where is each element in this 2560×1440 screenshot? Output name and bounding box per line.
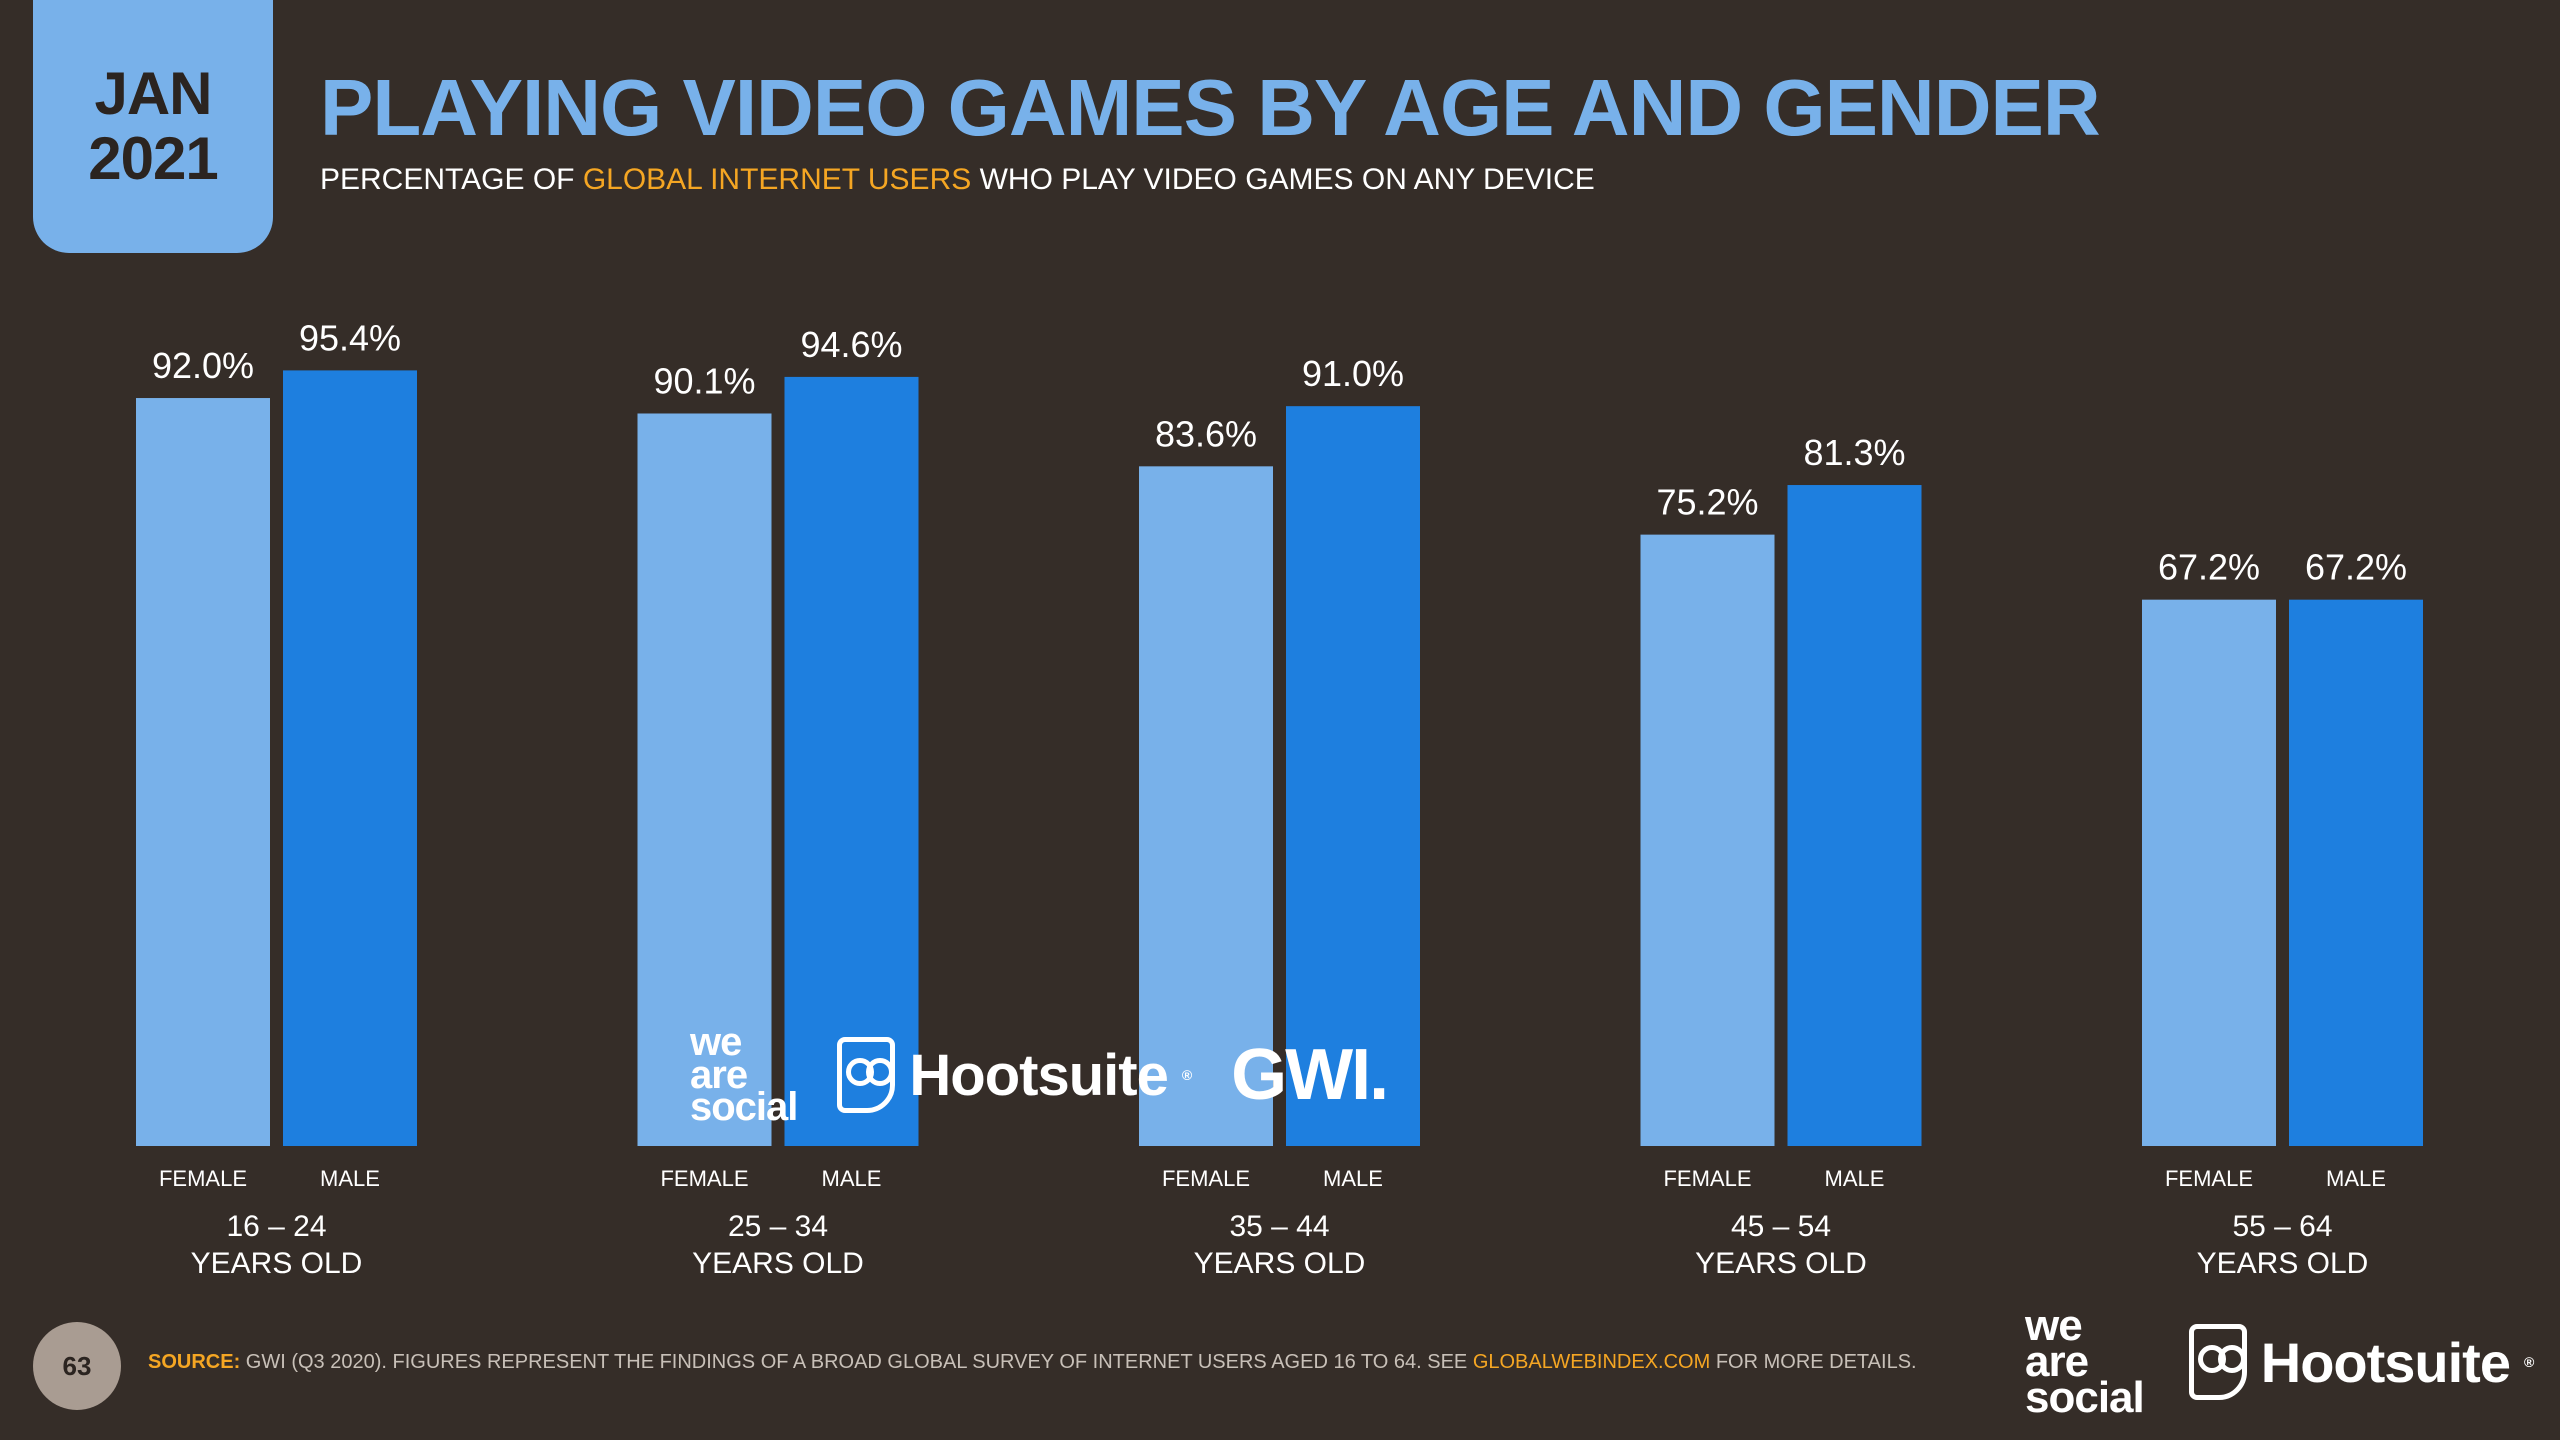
data-label: 95.4% [299, 317, 401, 358]
series-label: MALE [1825, 1166, 1885, 1191]
bar-male [1787, 485, 1922, 1146]
page-title: PLAYING VIDEO GAMES BY AGE AND GENDER [320, 63, 2101, 152]
bar-female [637, 413, 772, 1146]
category-suffix: YEARS OLD [191, 1247, 363, 1280]
bar-male [1286, 406, 1420, 1146]
owl-icon [2188, 1324, 2247, 1400]
gwi-logo: GWI. [1231, 1035, 1389, 1115]
series-label: MALE [1323, 1166, 1383, 1191]
series-label: FEMALE [1663, 1166, 1751, 1191]
hootsuite-logo: Hootsuite ® [837, 1037, 1192, 1113]
series-label: MALE [822, 1166, 882, 1191]
data-label: 92.0% [152, 345, 254, 386]
bar-female [136, 398, 270, 1146]
category-suffix: YEARS OLD [1695, 1247, 1867, 1280]
category-suffix: YEARS OLD [692, 1247, 864, 1280]
hootsuite-logo-footer: Hootsuite ® [2188, 1324, 2534, 1400]
bar-male [283, 370, 417, 1146]
data-label: 83.6% [1155, 413, 1257, 454]
bar-male [784, 376, 919, 1147]
page-subtitle: PERCENTAGE OF GLOBAL INTERNET USERS WHO … [320, 163, 1595, 197]
source-link[interactable]: GLOBALWEBINDEX.COM [1472, 1351, 1711, 1373]
series-label: FEMALE [159, 1166, 247, 1191]
source-text: GWI (Q3 2020). FIGURES REPRESENT THE FIN… [240, 1351, 1473, 1373]
owl-icon [837, 1037, 896, 1113]
data-label: 75.2% [1656, 482, 1758, 523]
category-suffix: YEARS OLD [1194, 1247, 1366, 1280]
data-label: 67.2% [2158, 547, 2260, 588]
data-label: 67.2% [2305, 547, 2407, 588]
series-label: MALE [320, 1166, 380, 1191]
date-badge: JAN 2021 [33, 0, 273, 253]
bar-female [1640, 534, 1775, 1146]
data-label: 81.3% [1803, 432, 1905, 473]
series-label: FEMALE [660, 1166, 748, 1191]
source-tail: FOR MORE DETAILS. [1710, 1351, 1917, 1373]
we-are-social-logo: we are social [690, 1019, 798, 1130]
category-label: 55 – 64 [2232, 1210, 2332, 1243]
date-year: 2021 [88, 124, 218, 192]
category-label: 35 – 44 [1229, 1210, 1329, 1243]
data-label: 94.6% [800, 324, 902, 365]
bar-male [2289, 599, 2423, 1146]
category-label: 25 – 34 [728, 1210, 828, 1243]
date-month: JAN [94, 60, 212, 128]
data-label: 91.0% [1302, 353, 1404, 394]
series-label: FEMALE [1162, 1166, 1250, 1191]
series-label: FEMALE [2165, 1166, 2253, 1191]
watermark-logos: we are social Hootsuite ® GWI. [690, 1019, 1389, 1130]
subtitle-highlight: GLOBAL INTERNET USERS [582, 163, 972, 196]
bar-female [2142, 599, 2276, 1146]
source-note: SOURCE: GWI (Q3 2020). FIGURES REPRESENT… [148, 1351, 1917, 1374]
bar-female [1139, 466, 1273, 1146]
we-are-social-logo-footer: we are social [2025, 1300, 2145, 1423]
page-number: 63 [33, 1322, 121, 1410]
data-label: 90.1% [653, 360, 755, 401]
source-label: SOURCE: [148, 1351, 241, 1373]
category-suffix: YEARS OLD [2197, 1247, 2369, 1280]
subtitle-suffix: WHO PLAY VIDEO GAMES ON ANY DEVICE [971, 163, 1595, 196]
footer-logos: we are social Hootsuite ® [2025, 1303, 2534, 1419]
subtitle-prefix: PERCENTAGE OF [320, 163, 583, 196]
series-label: MALE [2326, 1166, 2386, 1191]
category-label: 45 – 54 [1731, 1210, 1831, 1243]
category-label: 16 – 24 [226, 1210, 326, 1243]
